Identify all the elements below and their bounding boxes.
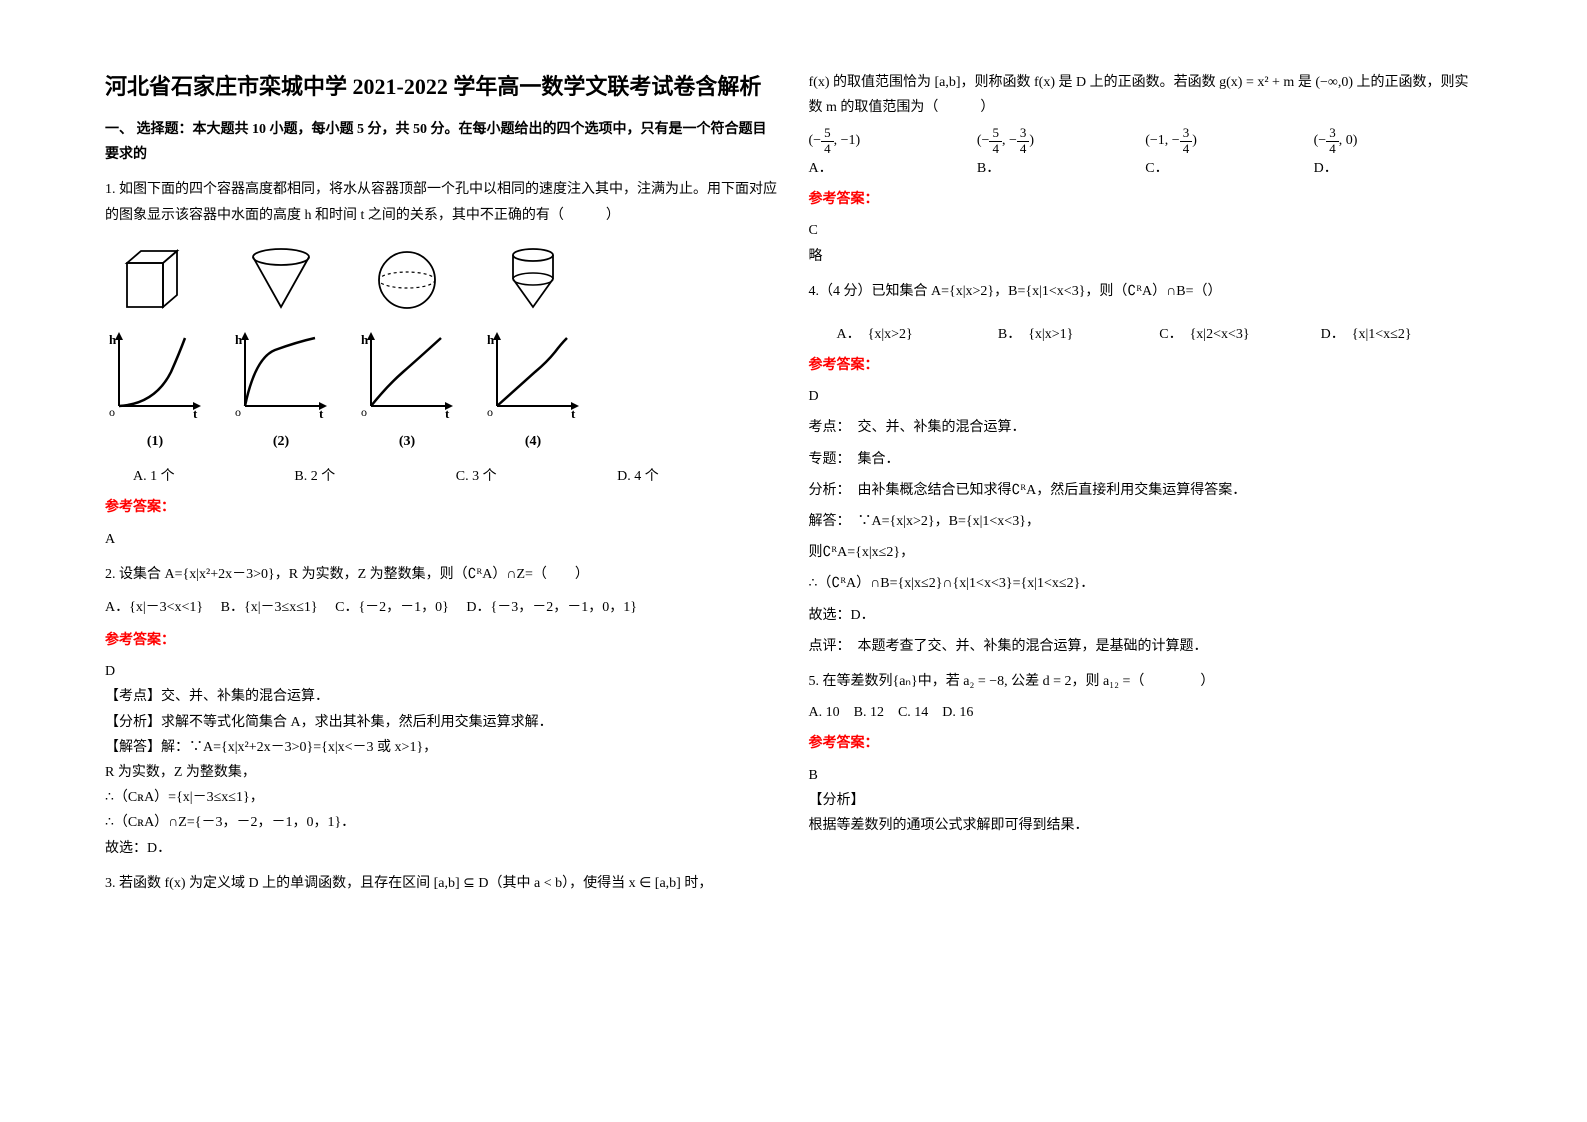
q2-answer: D — [105, 659, 779, 684]
q1-answer-label: 参考答案： — [105, 495, 779, 520]
q3-choice-b: (−54, −34) B． — [977, 126, 1145, 181]
q2-jieda1: 【解答】解：∵A={x|x²+2x－3>0}={x|x<－3 或 x>1}， — [105, 735, 779, 760]
section1-heading: 一、 选择题：本大题共 10 小题，每小题 5 分，共 50 分。在每小题给出的… — [105, 117, 779, 167]
q1-choice-d: D. 4 个 — [617, 464, 778, 489]
q4-zhuanti: 专题： 集合． — [809, 447, 1483, 472]
q2-choice-c: C．{－2，－1，0} — [335, 600, 449, 615]
q3-text-b: f(x) 的取值范围恰为 [a,b]，则称函数 f(x) 是 D 上的正函数。若… — [809, 70, 1483, 120]
q3-answer1: C — [809, 218, 1483, 243]
q4-answer: D — [809, 384, 1483, 409]
svg-text:h: h — [487, 332, 495, 347]
q4-choice-a: A． {x|x>2} — [837, 322, 998, 347]
q2-choice-d: D．{－3，－2，－1，0，1} — [466, 600, 637, 615]
graph-3-label: (3) — [357, 429, 457, 454]
q1-choice-a: A. 1 个 — [133, 464, 294, 489]
q2-jieda2: R 为实数，Z 为整数集， — [105, 760, 779, 785]
q5-text: 5. 在等差数列{aₙ}中，若 a₂ = −8, 公差 d = 2，则 a₁₂ … — [809, 669, 1483, 694]
solid-inverted-cone-icon — [231, 240, 331, 320]
q3-answer-label: 参考答案： — [809, 187, 1483, 212]
q3-choice-c: (−1, −34) C． — [1145, 126, 1313, 181]
q4-jd4: 故选：D． — [809, 603, 1483, 628]
graph-3: h t o (3) — [357, 328, 457, 454]
q4-answer-label: 参考答案： — [809, 353, 1483, 378]
q4-fenxi: 分析： 由补集概念结合已知求得∁ᴿA，然后直接利用交集运算得答案． — [809, 478, 1483, 503]
solid-cuboid-icon — [105, 240, 205, 320]
graph-4: h t o (4) — [483, 328, 583, 454]
q3-text-a: 3. 若函数 f(x) 为定义域 D 上的单调函数，且存在区间 [a,b] ⊆ … — [105, 871, 779, 896]
svg-text:t: t — [193, 406, 198, 418]
graph-4-label: (4) — [483, 429, 583, 454]
svg-text:o: o — [361, 405, 367, 418]
q2-choices: A．{x|－3<x<1} B．{x|－3≤x≤1} C．{－2，－1，0} D．… — [105, 595, 779, 620]
svg-text:o: o — [487, 405, 493, 418]
q2-jieda4: ∴（CʀA）∩Z={－3，－2，－1，0，1}． — [105, 810, 779, 835]
q4-jd3: ∴（∁ᴿA）∩B={x|x≤2}∩{x|1<x<3}={x|1<x≤2}． — [809, 571, 1483, 596]
q5-choices: A. 10 B. 12 C. 14 D. 16 — [809, 700, 1483, 725]
q2-kaodian: 【考点】交、并、补集的混合运算． — [105, 684, 779, 709]
graph-2-label: (2) — [231, 429, 331, 454]
page-title: 河北省石家庄市栾城中学 2021-2022 学年高一数学文联考试卷含解析 — [105, 70, 779, 103]
svg-text:t: t — [445, 406, 450, 418]
q1-graphs-row: h t o (1) h t o (2) — [105, 328, 779, 454]
graph-1-label: (1) — [105, 429, 205, 454]
q4-text: 4.（4 分）已知集合 A={x|x>2}，B={x|1<x<3}，则（∁ᴿA）… — [809, 279, 1483, 304]
q2-text: 2. 设集合 A={x|x²+2x－3>0}，R 为实数，Z 为整数集，则（∁ᴿ… — [105, 562, 779, 587]
q2-fenxi: 【分析】求解不等式化简集合 A，求出其补集，然后利用交集运算求解． — [105, 710, 779, 735]
q3-choice-a: (−54, −1) A． — [809, 126, 977, 181]
q2-choice-a: A．{x|－3<x<1} — [105, 600, 203, 615]
q1-choices: A. 1 个 B. 2 个 C. 3 个 D. 4 个 — [105, 464, 779, 489]
q5-fenxi-head: 【分析】 — [809, 788, 1483, 813]
svg-text:o: o — [235, 405, 241, 418]
q1-choice-c: C. 3 个 — [456, 464, 617, 489]
q1-text: 1. 如图下面的四个容器高度都相同，将水从容器顶部一个孔中以相同的速度注入其中，… — [105, 177, 779, 227]
svg-text:h: h — [361, 332, 369, 347]
q4-choice-c: C． {x|2<x<3} — [1159, 322, 1320, 347]
q4-choices: A． {x|x>2} B． {x|x>1} C． {x|2<x<3} D． {x… — [809, 322, 1483, 347]
q2-choice-b: B．{x|－3≤x≤1} — [221, 600, 318, 615]
q5-answer: B — [809, 763, 1483, 788]
graph-1: h t o (1) — [105, 328, 205, 454]
q1-choice-b: B. 2 个 — [294, 464, 455, 489]
svg-text:o: o — [109, 405, 115, 418]
q4-dianping: 点评： 本题考查了交、并、补集的混合运算，是基础的计算题． — [809, 634, 1483, 659]
solid-sphere-icon — [357, 240, 457, 320]
svg-text:t: t — [319, 406, 324, 418]
q4-choice-b: B． {x|x>1} — [998, 322, 1159, 347]
q2-answer-label: 参考答案： — [105, 628, 779, 653]
q2-jieda3: ∴（CʀA）={x|－3≤x≤1}， — [105, 785, 779, 810]
q5-fenxi: 根据等差数列的通项公式求解即可得到结果． — [809, 813, 1483, 838]
right-column: f(x) 的取值范围恰为 [a,b]，则称函数 f(x) 是 D 上的正函数。若… — [794, 70, 1498, 1092]
q3-answer2: 略 — [809, 244, 1483, 269]
svg-text:h: h — [109, 332, 117, 347]
q3-choice-d: (−34, 0) D． — [1314, 126, 1482, 181]
q4-jd1: 解答： ∵A={x|x>2}，B={x|1<x<3}， — [809, 509, 1483, 534]
graph-2: h t o (2) — [231, 328, 331, 454]
q1-answer: A — [105, 527, 779, 552]
svg-text:h: h — [235, 332, 243, 347]
left-column: 河北省石家庄市栾城中学 2021-2022 学年高一数学文联考试卷含解析 一、 … — [90, 70, 794, 1092]
q4-kaodian: 考点： 交、并、补集的混合运算． — [809, 415, 1483, 440]
solid-cylinder-cone-icon — [483, 240, 583, 320]
q4-choice-d: D． {x|1<x≤2} — [1321, 322, 1482, 347]
q4-jd2: 则∁ᴿA={x|x≤2}， — [809, 540, 1483, 565]
q2-jieda5: 故选：D． — [105, 836, 779, 861]
q5-answer-label: 参考答案： — [809, 731, 1483, 756]
q3-choices: (−54, −1) A． (−54, −34) B． (−1, −34) C． … — [809, 126, 1483, 181]
q1-solids-row — [105, 240, 779, 320]
svg-text:t: t — [571, 406, 576, 418]
